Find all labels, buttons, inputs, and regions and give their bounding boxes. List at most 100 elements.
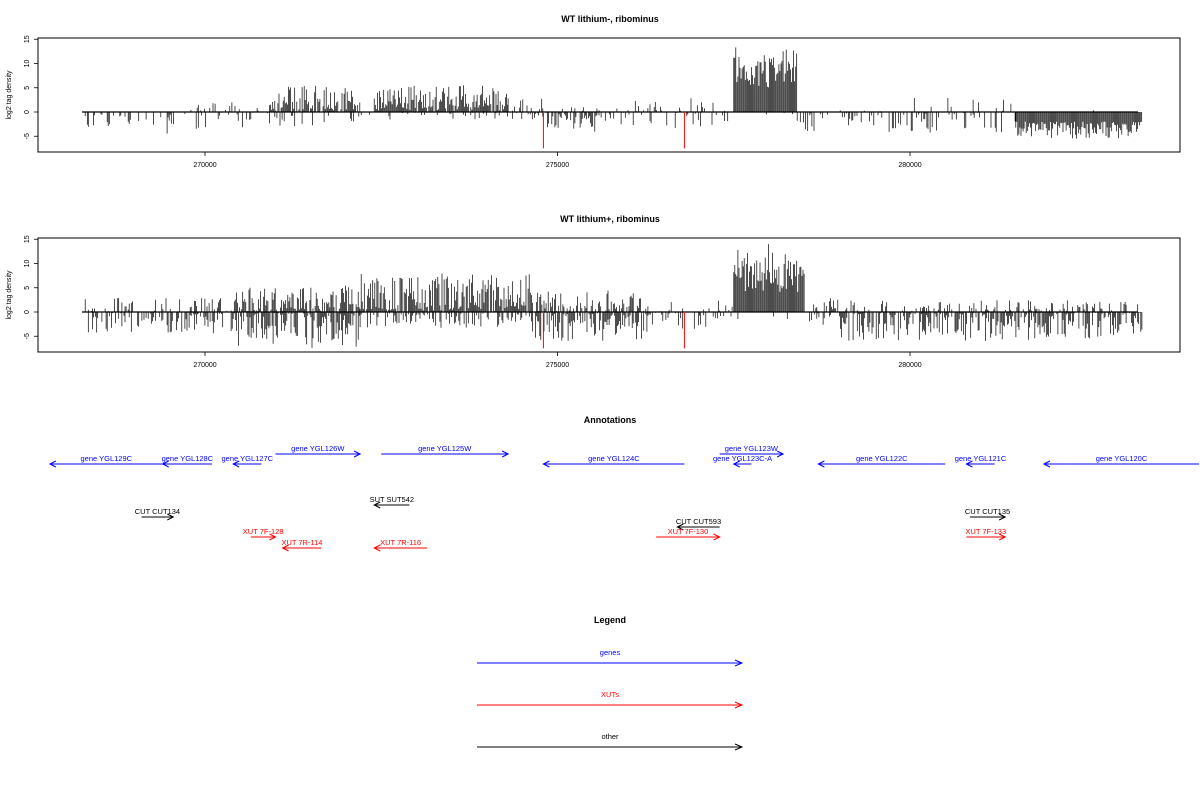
annotation-feature: gene YGL121C bbox=[955, 454, 1007, 468]
signal-bars bbox=[84, 47, 1143, 139]
plot-frame bbox=[37, 37, 1181, 153]
annotation-feature: gene YGL124C bbox=[542, 454, 685, 468]
feature-arrow-head bbox=[817, 460, 825, 468]
feature-arrow-head bbox=[965, 460, 973, 468]
feature-label: gene YGL123W bbox=[725, 444, 779, 453]
feature-arrow-head bbox=[542, 460, 550, 468]
annotation-feature: gene YGL122C bbox=[817, 454, 946, 468]
feature-arrow-head bbox=[48, 460, 57, 468]
feature-label: gene YGL124C bbox=[588, 454, 640, 463]
annotation-feature: XUT 7R-116 bbox=[373, 538, 428, 552]
feature-label: XUT 7R-114 bbox=[281, 538, 322, 547]
annotation-feature: SUT SUT542 bbox=[370, 495, 414, 509]
annotation-feature: XUT 7F-128 bbox=[243, 527, 284, 541]
x-tick-label: 275000 bbox=[546, 162, 569, 169]
feature-label: gene YGL120C bbox=[1096, 454, 1148, 463]
feature-arrow-head bbox=[161, 460, 169, 468]
x-tick-label: 270000 bbox=[193, 162, 216, 169]
y-tick-label: 15 bbox=[24, 35, 31, 43]
feature-label: SUT SUT542 bbox=[370, 495, 414, 504]
y-tick-label: 0 bbox=[24, 110, 31, 114]
y-axis-label: log2 tag density bbox=[6, 270, 13, 320]
y-axis: 15 10 5 0 -5 bbox=[24, 235, 39, 339]
feature-label: XUT 7F-130 bbox=[668, 527, 709, 536]
feature-arrow-head bbox=[281, 544, 289, 552]
annotation-feature: CUT CUT135 bbox=[965, 507, 1010, 521]
annotation-feature: XUT 7F-130 bbox=[656, 527, 721, 541]
annotation-feature: CUT CUT593 bbox=[676, 517, 721, 531]
feature-arrow-head bbox=[998, 513, 1007, 521]
annotation-feature: gene YGL120C bbox=[1042, 454, 1200, 468]
feature-arrow-head bbox=[269, 533, 277, 541]
feature-arrow-head bbox=[998, 533, 1007, 541]
annotation-feature: gene YGL125W bbox=[381, 444, 510, 458]
legend-item: genes bbox=[477, 648, 744, 667]
feature-arrow-head bbox=[676, 523, 684, 531]
x-axis: 270000 275000 280000 bbox=[193, 352, 922, 369]
feature-label: gene YGL129C bbox=[81, 454, 133, 463]
feature-label: XUT 7R-116 bbox=[380, 538, 421, 547]
feature-label: gene YGL126W bbox=[291, 444, 345, 453]
signal-bars bbox=[84, 244, 1143, 348]
plot-frame bbox=[37, 237, 1181, 353]
y-tick-label: -5 bbox=[24, 133, 31, 139]
feature-arrow-head bbox=[732, 460, 740, 468]
signal-bar-path bbox=[84, 244, 1143, 348]
feature-arrow-head bbox=[776, 450, 785, 458]
annotation-feature: XUT 7F-133 bbox=[965, 527, 1007, 541]
annotation-feature: CUT CUT134 bbox=[135, 507, 180, 521]
x-tick-label: 270000 bbox=[193, 362, 216, 369]
y-tick-label: 0 bbox=[24, 310, 31, 314]
annotation-feature: gene YGL126W bbox=[275, 444, 362, 458]
y-tick-label: 10 bbox=[24, 260, 31, 268]
annotation-features: gene YGL129C gene YGL128C gene YGL127C gene… bbox=[48, 444, 1200, 552]
x-tick-label: 275000 bbox=[546, 362, 569, 369]
legend-label: XUTs bbox=[601, 690, 619, 699]
feature-label: CUT CUT135 bbox=[965, 507, 1010, 516]
annotation-feature: gene YGL123W bbox=[719, 444, 785, 458]
feature-label: gene YGL128C bbox=[162, 454, 214, 463]
x-tick-label: 280000 bbox=[898, 162, 921, 169]
x-tick-label: 280000 bbox=[898, 362, 921, 369]
legend-item: XUTs bbox=[477, 690, 744, 709]
y-axis: 15 10 5 0 -5 bbox=[24, 35, 39, 139]
feature-arrow-head bbox=[1042, 460, 1051, 468]
y-tick-label: 5 bbox=[24, 286, 31, 290]
legend-label: genes bbox=[600, 648, 621, 657]
y-axis-label: log2 tag density bbox=[6, 70, 13, 120]
annotations-title: Annotations bbox=[584, 415, 637, 425]
annotation-feature: gene YGL129C bbox=[48, 454, 163, 468]
legend-arrow-head bbox=[734, 743, 744, 751]
y-tick-label: 5 bbox=[24, 86, 31, 90]
y-tick-label: 10 bbox=[24, 60, 31, 68]
y-tick-label: -5 bbox=[24, 333, 31, 339]
legend-arrow-head bbox=[734, 659, 744, 667]
feature-label: gene YGL123C-A bbox=[713, 454, 772, 463]
feature-label: XUT 7F-128 bbox=[243, 527, 284, 536]
legend-items: genes XUTs other bbox=[477, 648, 744, 751]
feature-arrow-head bbox=[353, 450, 362, 458]
track-title: WT lithium+, ribominus bbox=[560, 214, 660, 224]
feature-label: gene YGL125W bbox=[418, 444, 472, 453]
annotation-feature: gene YGL128C bbox=[161, 454, 214, 468]
y-tick-label: 15 bbox=[24, 235, 31, 243]
annotation-feature: gene YGL123C-A bbox=[713, 454, 772, 468]
feature-arrow-head bbox=[232, 460, 240, 468]
legend: Legend genes XUTs other bbox=[477, 615, 744, 751]
feature-label: gene YGL121C bbox=[955, 454, 1007, 463]
annotations-track: Annotations gene YGL129C gene YGL128C gene… bbox=[48, 415, 1200, 552]
feature-arrow-head bbox=[713, 533, 721, 541]
feature-arrow-head bbox=[373, 544, 381, 552]
annotation-feature: XUT 7R-114 bbox=[281, 538, 322, 552]
feature-label: CUT CUT593 bbox=[676, 517, 721, 526]
feature-arrow-head bbox=[373, 501, 381, 509]
feature-label: CUT CUT134 bbox=[135, 507, 180, 516]
track-title: WT lithium-, ribominus bbox=[561, 14, 659, 24]
legend-title: Legend bbox=[594, 615, 626, 625]
feature-label: gene YGL127C bbox=[222, 454, 274, 463]
feature-label: XUT 7F-133 bbox=[965, 527, 1006, 536]
feature-arrow-head bbox=[501, 450, 510, 458]
feature-label: gene YGL122C bbox=[856, 454, 908, 463]
x-axis: 270000 275000 280000 bbox=[193, 152, 922, 169]
